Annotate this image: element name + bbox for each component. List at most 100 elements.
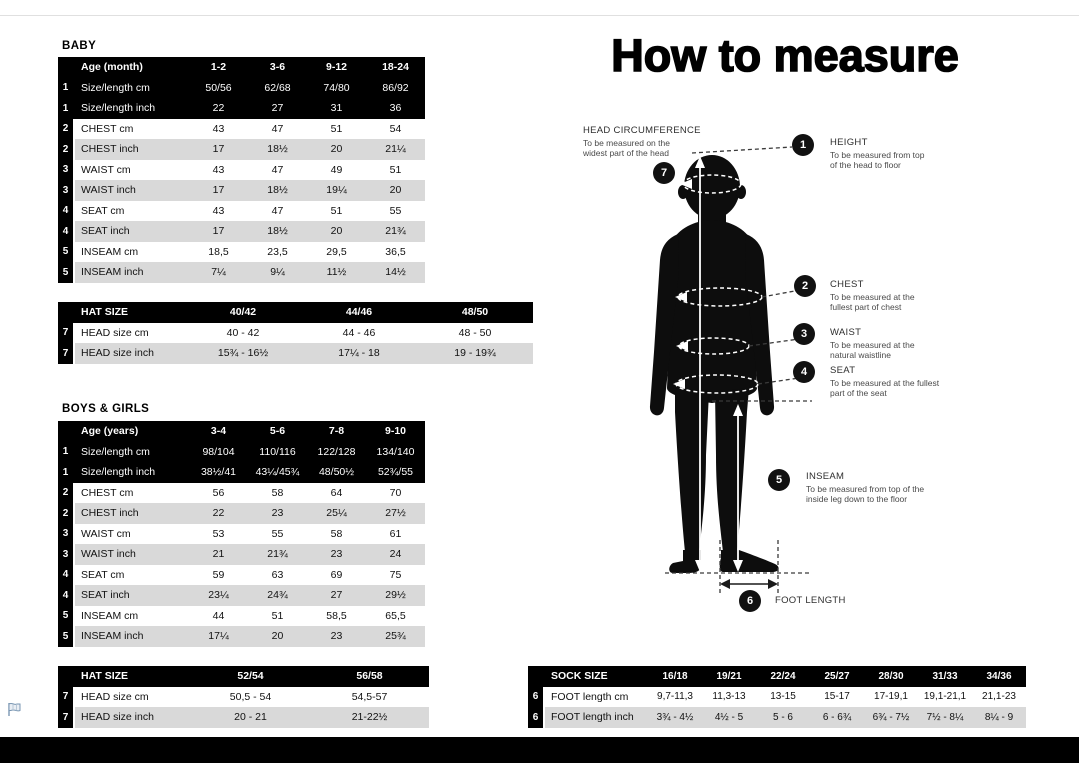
value-cell: 6 - 6¾ xyxy=(822,711,852,723)
value-cell: 23 xyxy=(271,507,284,520)
table-row: 7 HEAD size inch 15¾ - 16½ 17¼ - 18 19 - 19¾ xyxy=(58,343,533,364)
value-cell: 9,7-11,3 xyxy=(657,691,693,703)
value-cell: 86/92 xyxy=(382,81,409,94)
row-number-cell xyxy=(58,421,75,442)
value-cell: 50/56 xyxy=(205,81,232,94)
value-cell: 21¾ xyxy=(385,225,406,238)
row-number-cell: 7 xyxy=(58,707,75,728)
value-cell: 58 xyxy=(271,486,284,499)
row-number-cell: 2 xyxy=(58,139,75,160)
value-cell: 21 xyxy=(212,548,225,561)
row-label-cell: SEAT cm xyxy=(81,568,125,581)
flag-icon[interactable] xyxy=(6,701,24,717)
value-cell: 18½ xyxy=(267,184,288,197)
value-cell: 21¼ xyxy=(385,143,406,156)
value-cell: 7½ - 8¼ xyxy=(926,711,964,723)
connector-lines xyxy=(665,146,812,596)
row-number-cell: 7 xyxy=(58,322,75,343)
row-number-cell: 3 xyxy=(58,523,75,544)
row-number-cell: 7 xyxy=(58,686,75,707)
value-cell: 58,5 xyxy=(326,609,347,622)
row-number-cell: 3 xyxy=(58,159,75,180)
value-cell: 74/80 xyxy=(323,81,350,94)
header-value-cell: 9-12 xyxy=(325,61,347,74)
point-3-waist: 3 xyxy=(793,323,815,345)
table-row: 5 INSEAM cm 44 51 58,5 65,5 xyxy=(58,605,425,626)
header-value-cell: 44/46 xyxy=(345,306,373,319)
point-4-seat: 4 xyxy=(793,361,815,383)
row-label-cell: SEAT inch xyxy=(81,589,130,602)
baby-hat-size-table: HAT SIZE 40/42 44/46 48/50 7 HEAD size cm 40 -… xyxy=(58,302,533,364)
row-number-cell: 3 xyxy=(58,544,75,565)
table-row: 2 CHEST cm 43 47 51 54 xyxy=(58,118,425,139)
value-cell: 13-15 xyxy=(770,691,796,703)
point-6-foot-length: 6 xyxy=(739,590,761,612)
foot-length-label: FOOT LENGTH xyxy=(775,595,846,606)
waist-label: WAIST To be measured at the natural wais… xyxy=(830,327,915,360)
row-number-cell: 2 xyxy=(58,118,75,139)
row-number-cell: 7 xyxy=(58,343,75,364)
row-label-cell: Size/length inch xyxy=(81,102,156,115)
row-label-cell: SEAT inch xyxy=(81,225,130,238)
table-row: 1 Size/length inch 38½/41 43¼/45¾ 48/50½ 52¾/… xyxy=(58,462,425,483)
table-row: 5 INSEAM inch 7¼ 9¼ 11½ 14½ xyxy=(58,262,425,283)
bottom-bar xyxy=(0,737,1079,763)
value-cell: 7¼ xyxy=(211,266,226,279)
table-row: 3 WAIST cm 53 55 58 61 xyxy=(58,523,425,544)
row-label-cell: WAIST inch xyxy=(81,548,136,561)
measure-figure xyxy=(649,146,812,596)
row-number-cell: 6 xyxy=(528,686,545,707)
header-value-cell: 3-4 xyxy=(210,425,227,438)
value-cell: 14½ xyxy=(385,266,406,279)
value-cell: 36 xyxy=(389,102,402,115)
value-cell: 54 xyxy=(389,122,402,135)
row-number-cell: 1 xyxy=(58,77,75,98)
page-title: How to measure xyxy=(610,29,959,82)
seat-label: SEAT To be measured at the fullest part … xyxy=(830,365,940,398)
point-2-chest: 2 xyxy=(794,275,816,297)
value-cell: 17-19,1 xyxy=(874,691,908,703)
table-header-row: HAT SIZE 52/54 56/58 xyxy=(58,666,429,687)
table-row: 7 HEAD size cm 40 - 42 44 - 46 48 - 50 xyxy=(58,322,533,343)
table-header-row: Age (years) 3-4 5-6 7-8 9-10 xyxy=(58,421,425,442)
header-label-cell: SOCK SIZE xyxy=(551,670,608,683)
value-cell: 22 xyxy=(212,507,225,520)
row-number-cell: 6 xyxy=(528,707,545,728)
value-cell: 47 xyxy=(271,163,284,176)
value-cell: 21¾ xyxy=(267,548,288,561)
header-label-cell: HAT SIZE xyxy=(81,306,129,319)
row-label-cell: CHEST inch xyxy=(81,143,139,156)
table-row: 4 SEAT inch 23¼ 24¾ 27 29½ xyxy=(58,585,425,606)
row-label-cell: Size/length cm xyxy=(81,81,150,94)
value-cell: 53 xyxy=(212,527,225,540)
head-circumference-label: HEAD CIRCUMFERENCE To be measured on the… xyxy=(583,125,701,158)
header-value-cell: 5-6 xyxy=(269,425,286,438)
boys-girls-section-heading: BOYS & GIRLS xyxy=(62,403,150,415)
value-cell: 122/128 xyxy=(317,445,356,458)
value-cell: 52¾/55 xyxy=(377,466,414,479)
row-label-cell: SEAT cm xyxy=(81,204,125,217)
table-row: 3 WAIST inch 21 21¾ 23 24 xyxy=(58,544,425,565)
sock-size-table: SOCK SIZE 16/18 19/21 22/24 25/27 28/30 31/33 3… xyxy=(528,666,1026,728)
value-cell: 43 xyxy=(212,122,225,135)
table-row: 1 Size/length cm 50/56 62/68 74/80 86/92 xyxy=(58,77,425,98)
value-cell: 51 xyxy=(330,122,343,135)
row-label-cell: INSEAM inch xyxy=(81,266,144,279)
row-number-cell: 1 xyxy=(58,98,75,119)
value-cell: 23¼ xyxy=(208,589,229,602)
table-header-row: HAT SIZE 40/42 44/46 48/50 xyxy=(58,302,533,323)
row-label-cell: CHEST cm xyxy=(81,122,134,135)
row-number-cell: 1 xyxy=(58,462,75,483)
boys-girls-size-table: Age (years) 3-4 5-6 7-8 9-10 1 Size/length cm 9… xyxy=(58,421,425,647)
value-cell: 61 xyxy=(389,527,402,540)
value-cell: 17¼ - 18 xyxy=(338,347,380,360)
value-cell: 18½ xyxy=(267,225,288,238)
header-label-cell: HAT SIZE xyxy=(81,670,129,683)
value-cell: 44 xyxy=(212,609,225,622)
value-cell: 20 xyxy=(330,143,343,156)
row-number-cell xyxy=(58,302,75,323)
value-cell: 20 xyxy=(271,630,284,643)
top-divider xyxy=(0,15,1079,16)
header-value-cell: 56/58 xyxy=(356,670,383,683)
